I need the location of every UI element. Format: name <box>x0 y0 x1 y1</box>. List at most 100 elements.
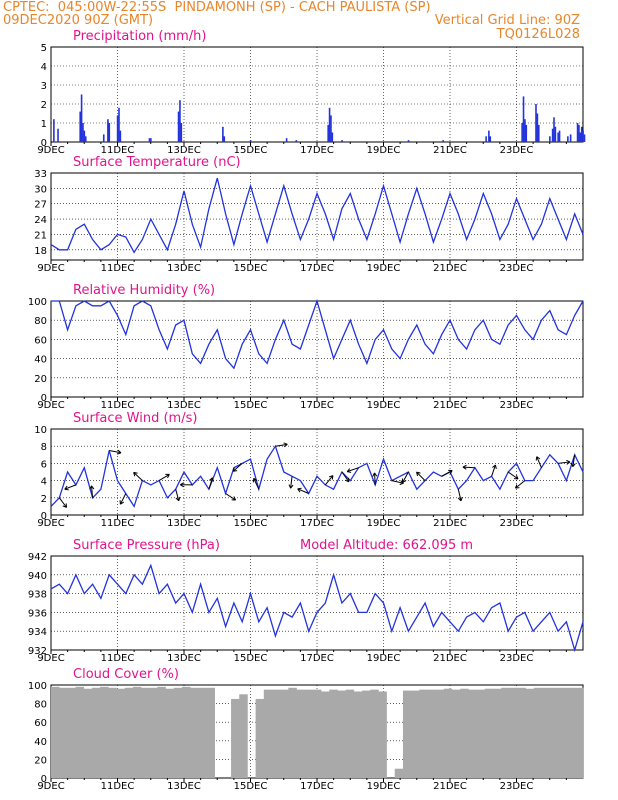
wind-arrow-head <box>89 485 92 490</box>
pres-annotation: Model Altitude: 662.095 m <box>300 538 473 553</box>
wind-arrow-head <box>572 463 576 467</box>
cloud-title: Cloud Cover (%) <box>73 667 179 682</box>
cloud-bar <box>312 689 322 778</box>
precip-bar <box>82 123 84 142</box>
wind-arrow <box>391 480 404 484</box>
wind-ytick-label: 4 <box>41 477 47 488</box>
wind-arrow-head <box>283 442 288 445</box>
rh-xtick-label: 19DEC <box>367 400 401 411</box>
precip-bar <box>553 117 555 142</box>
wind-arrow-head <box>64 488 69 491</box>
wind-arrow-head <box>492 464 496 468</box>
cloud-xtick-label: 17DEC <box>300 781 334 792</box>
wind-arrow <box>347 467 359 473</box>
precip-bar <box>177 111 180 142</box>
wind-arrow-head <box>328 475 334 478</box>
cloud-bar <box>83 688 93 778</box>
temp-xtick-label: 21DEC <box>433 263 467 274</box>
wind-arrow-head <box>178 496 181 501</box>
precip-title: Precipitation (mm/h) <box>73 29 206 44</box>
cloud-bar <box>108 687 117 778</box>
wind-arrow-head <box>253 477 258 481</box>
pres-title: Surface Pressure (hPa) <box>73 538 220 553</box>
cloud-bar <box>149 687 158 778</box>
cloud-ytick-label: 20 <box>34 755 47 766</box>
wind-arrow <box>64 484 77 490</box>
precip-bar <box>489 136 492 142</box>
cloud-bar <box>517 687 527 778</box>
wind-arrow <box>374 472 376 485</box>
wind-arrow-head <box>209 477 213 481</box>
rh-xtick-label: 23DEC <box>500 400 534 411</box>
wind-arrow-head <box>462 464 467 468</box>
wind-arrow <box>253 478 260 490</box>
precip-xtick-label: 23DEC <box>500 145 534 156</box>
rh-xtick-label: 13DEC <box>167 400 201 411</box>
cloud-bar <box>411 690 420 778</box>
wind-arrow-head <box>180 484 184 488</box>
pres-xtick-label: 9DEC <box>37 653 64 664</box>
wind-arrow-head <box>211 477 214 482</box>
temp-xtick-label: 19DEC <box>367 263 401 274</box>
wind-arrow <box>462 466 475 469</box>
pres-xtick-label: 13DEC <box>167 653 201 664</box>
cloud-ytick-label: 100 <box>28 681 47 692</box>
precip-bar <box>327 124 329 142</box>
precip-bar <box>579 132 582 142</box>
precip-xtick-label: 11DEC <box>101 145 135 156</box>
precip-bar <box>522 96 525 142</box>
wind-xtick-label: 19DEC <box>367 518 401 529</box>
precip-frame <box>50 46 584 143</box>
wind-arrow-head <box>64 485 68 490</box>
pres-ytick-label: 942 <box>28 552 47 563</box>
pres-ytick-label: 932 <box>28 646 47 657</box>
wind-arrow-head <box>290 484 294 489</box>
precip-bar <box>549 136 551 142</box>
temp-ytick-label: 18 <box>34 246 47 257</box>
precip-bar <box>119 130 122 142</box>
cloud-bar <box>337 690 346 778</box>
wind-arrow-head <box>402 480 407 483</box>
cloud-xtick-label: 9DEC <box>37 781 64 792</box>
cloud-bar <box>452 689 461 778</box>
wind-arrow <box>341 471 350 483</box>
wind-arrow-head <box>133 471 138 474</box>
pres-ytick-label: 934 <box>28 627 47 638</box>
cloud-bar <box>574 687 584 778</box>
cloud-bar <box>353 691 363 778</box>
precip-bar <box>80 94 83 142</box>
wind-arrow <box>558 461 571 464</box>
cloud-bar <box>75 686 85 778</box>
wind-arrow <box>536 456 542 468</box>
wind-ytick-label: 2 <box>41 494 47 505</box>
precip-bar <box>580 126 583 142</box>
rh-ytick-label: 20 <box>34 374 47 385</box>
cloud-bar <box>460 688 469 778</box>
cloud-bar <box>173 687 183 778</box>
pres-frame <box>50 555 584 651</box>
precip-bar <box>341 140 343 142</box>
cloud-bar <box>132 686 142 778</box>
wind-arrow-head <box>535 456 538 461</box>
cloud-bar <box>100 686 109 778</box>
wind-arrow-head <box>346 468 351 472</box>
cloud-bar <box>329 689 338 778</box>
cloud-ytick-label: 40 <box>34 737 47 748</box>
temp-xtick-label: 13DEC <box>167 263 201 274</box>
wind-arrow-head <box>233 470 238 472</box>
temp-title: Surface Temperature (nC) <box>73 155 241 170</box>
pres-xtick-label: 15DEC <box>234 653 268 664</box>
wind-arrow-head <box>283 443 288 448</box>
cloud-bar <box>263 689 273 778</box>
wind-arrow-head <box>515 475 519 480</box>
wind-arrow <box>572 454 576 467</box>
cloud-bar <box>468 689 477 778</box>
wind-arrow-head <box>372 472 376 477</box>
wind-arrow-head <box>347 471 352 473</box>
wind-arrow-head <box>416 471 421 474</box>
cloud-bar <box>206 687 215 778</box>
cloud-bar <box>157 686 166 778</box>
rh-ytick-label: 40 <box>34 355 47 366</box>
wind-ytick-label: 8 <box>41 442 47 453</box>
wind-ytick-label: 10 <box>34 425 47 436</box>
